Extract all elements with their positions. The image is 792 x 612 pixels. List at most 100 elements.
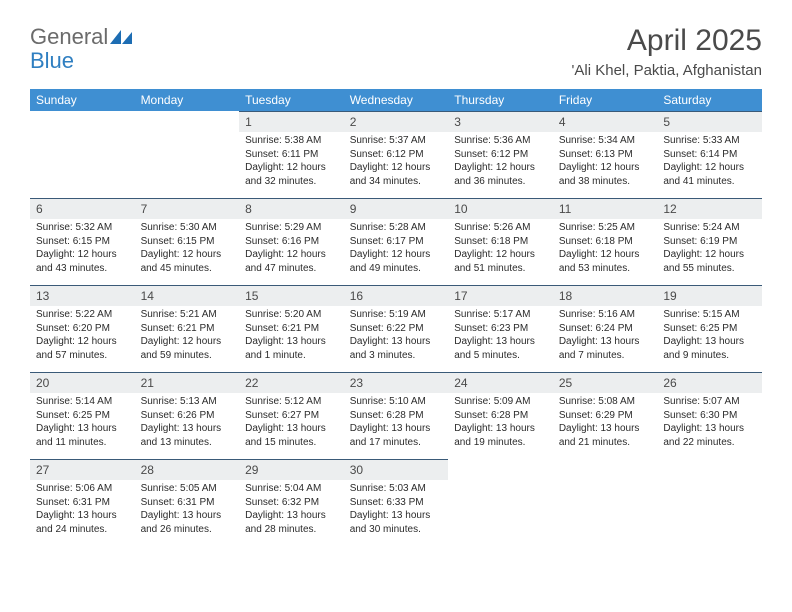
day-number: 28 [135,459,240,480]
day-cell: 12Sunrise: 5:24 AMSunset: 6:19 PMDayligh… [657,198,762,285]
calendar-page: General April 2025 'Ali Khel, Paktia, Af… [0,0,792,570]
day-number: 25 [553,372,658,393]
day-details: Sunrise: 5:19 AMSunset: 6:22 PMDaylight:… [344,306,449,372]
day-number: 4 [553,111,658,132]
day-cell: 18Sunrise: 5:16 AMSunset: 6:24 PMDayligh… [553,285,658,372]
day-header: Tuesday [239,89,344,111]
day-details: Sunrise: 5:14 AMSunset: 6:25 PMDaylight:… [30,393,135,459]
day-cell: 23Sunrise: 5:10 AMSunset: 6:28 PMDayligh… [344,372,449,459]
day-details: Sunrise: 5:24 AMSunset: 6:19 PMDaylight:… [657,219,762,285]
day-details: Sunrise: 5:37 AMSunset: 6:12 PMDaylight:… [344,132,449,198]
day-details: Sunrise: 5:20 AMSunset: 6:21 PMDaylight:… [239,306,344,372]
day-number: 26 [657,372,762,393]
week-row: 27Sunrise: 5:06 AMSunset: 6:31 PMDayligh… [30,459,762,546]
day-cell: 6Sunrise: 5:32 AMSunset: 6:15 PMDaylight… [30,198,135,285]
week-row: 13Sunrise: 5:22 AMSunset: 6:20 PMDayligh… [30,285,762,372]
day-number: 1 [239,111,344,132]
day-number: 15 [239,285,344,306]
day-number [30,111,135,131]
day-details: Sunrise: 5:32 AMSunset: 6:15 PMDaylight:… [30,219,135,285]
day-details: Sunrise: 5:15 AMSunset: 6:25 PMDaylight:… [657,306,762,372]
day-cell: 20Sunrise: 5:14 AMSunset: 6:25 PMDayligh… [30,372,135,459]
day-cell: 22Sunrise: 5:12 AMSunset: 6:27 PMDayligh… [239,372,344,459]
day-number: 9 [344,198,449,219]
calendar-table: SundayMondayTuesdayWednesdayThursdayFrid… [30,89,762,546]
day-details [448,479,553,535]
day-cell: 11Sunrise: 5:25 AMSunset: 6:18 PMDayligh… [553,198,658,285]
day-details: Sunrise: 5:12 AMSunset: 6:27 PMDaylight:… [239,393,344,459]
title-block: April 2025 'Ali Khel, Paktia, Afghanista… [572,24,762,79]
location-text: 'Ali Khel, Paktia, Afghanistan [572,62,762,79]
day-details: Sunrise: 5:08 AMSunset: 6:29 PMDaylight:… [553,393,658,459]
day-cell: 21Sunrise: 5:13 AMSunset: 6:26 PMDayligh… [135,372,240,459]
day-cell: 25Sunrise: 5:08 AMSunset: 6:29 PMDayligh… [553,372,658,459]
day-header: Thursday [448,89,553,111]
day-details [657,479,762,535]
day-details: Sunrise: 5:05 AMSunset: 6:31 PMDaylight:… [135,480,240,546]
day-cell: 1Sunrise: 5:38 AMSunset: 6:11 PMDaylight… [239,111,344,198]
day-cell: 2Sunrise: 5:37 AMSunset: 6:12 PMDaylight… [344,111,449,198]
day-number: 17 [448,285,553,306]
day-details: Sunrise: 5:06 AMSunset: 6:31 PMDaylight:… [30,480,135,546]
page-header: General April 2025 'Ali Khel, Paktia, Af… [30,24,762,79]
day-number [135,111,240,131]
week-row: 1Sunrise: 5:38 AMSunset: 6:11 PMDaylight… [30,111,762,198]
day-cell: 16Sunrise: 5:19 AMSunset: 6:22 PMDayligh… [344,285,449,372]
day-number: 22 [239,372,344,393]
day-number: 20 [30,372,135,393]
day-details: Sunrise: 5:10 AMSunset: 6:28 PMDaylight:… [344,393,449,459]
day-number: 8 [239,198,344,219]
day-number: 27 [30,459,135,480]
day-cell: 14Sunrise: 5:21 AMSunset: 6:21 PMDayligh… [135,285,240,372]
logo-text-part2: Blue [30,48,74,74]
day-details: Sunrise: 5:03 AMSunset: 6:33 PMDaylight:… [344,480,449,546]
day-details: Sunrise: 5:09 AMSunset: 6:28 PMDaylight:… [448,393,553,459]
day-header: Monday [135,89,240,111]
day-number [553,459,658,479]
logo-text-part1: General [30,24,108,50]
week-row: 6Sunrise: 5:32 AMSunset: 6:15 PMDaylight… [30,198,762,285]
day-details: Sunrise: 5:34 AMSunset: 6:13 PMDaylight:… [553,132,658,198]
day-cell: 7Sunrise: 5:30 AMSunset: 6:15 PMDaylight… [135,198,240,285]
day-cell: 9Sunrise: 5:28 AMSunset: 6:17 PMDaylight… [344,198,449,285]
day-number [448,459,553,479]
day-details [553,479,658,535]
day-number: 3 [448,111,553,132]
day-cell: 17Sunrise: 5:17 AMSunset: 6:23 PMDayligh… [448,285,553,372]
day-number: 21 [135,372,240,393]
day-number: 12 [657,198,762,219]
day-number: 24 [448,372,553,393]
day-number: 5 [657,111,762,132]
day-cell [448,459,553,546]
month-title: April 2025 [572,24,762,58]
day-cell [30,111,135,198]
day-cell: 3Sunrise: 5:36 AMSunset: 6:12 PMDaylight… [448,111,553,198]
day-details: Sunrise: 5:22 AMSunset: 6:20 PMDaylight:… [30,306,135,372]
day-cell: 15Sunrise: 5:20 AMSunset: 6:21 PMDayligh… [239,285,344,372]
day-details: Sunrise: 5:29 AMSunset: 6:16 PMDaylight:… [239,219,344,285]
day-header: Sunday [30,89,135,111]
day-cell: 26Sunrise: 5:07 AMSunset: 6:30 PMDayligh… [657,372,762,459]
day-details: Sunrise: 5:13 AMSunset: 6:26 PMDaylight:… [135,393,240,459]
day-number [657,459,762,479]
day-cell: 28Sunrise: 5:05 AMSunset: 6:31 PMDayligh… [135,459,240,546]
day-details [135,131,240,187]
day-cell [135,111,240,198]
calendar-body: 1Sunrise: 5:38 AMSunset: 6:11 PMDaylight… [30,111,762,546]
day-details [30,131,135,187]
day-details: Sunrise: 5:28 AMSunset: 6:17 PMDaylight:… [344,219,449,285]
day-details: Sunrise: 5:33 AMSunset: 6:14 PMDaylight:… [657,132,762,198]
day-cell: 10Sunrise: 5:26 AMSunset: 6:18 PMDayligh… [448,198,553,285]
day-header: Friday [553,89,658,111]
day-number: 19 [657,285,762,306]
day-cell: 19Sunrise: 5:15 AMSunset: 6:25 PMDayligh… [657,285,762,372]
day-cell: 13Sunrise: 5:22 AMSunset: 6:20 PMDayligh… [30,285,135,372]
brand-logo: General [30,24,132,50]
day-number: 11 [553,198,658,219]
day-details: Sunrise: 5:30 AMSunset: 6:15 PMDaylight:… [135,219,240,285]
logo-sail-icon [110,30,132,44]
day-cell: 30Sunrise: 5:03 AMSunset: 6:33 PMDayligh… [344,459,449,546]
day-details: Sunrise: 5:21 AMSunset: 6:21 PMDaylight:… [135,306,240,372]
day-cell: 4Sunrise: 5:34 AMSunset: 6:13 PMDaylight… [553,111,658,198]
day-details: Sunrise: 5:17 AMSunset: 6:23 PMDaylight:… [448,306,553,372]
